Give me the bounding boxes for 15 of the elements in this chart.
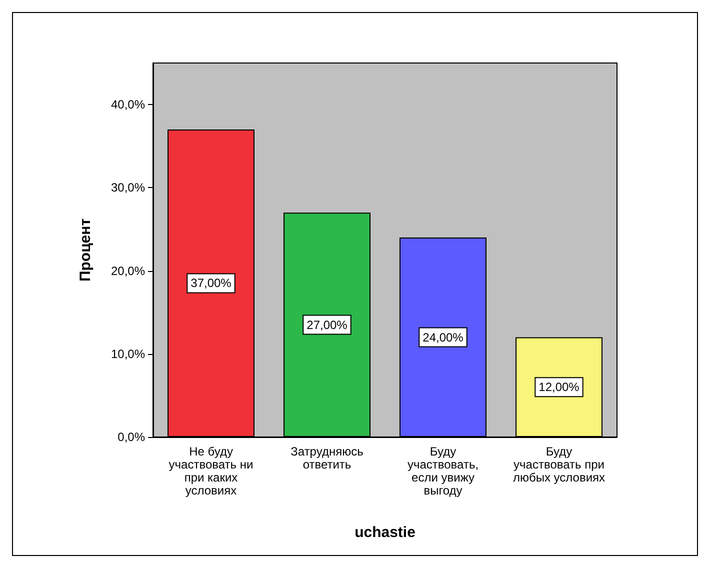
y-tick-label: 10,0% (110, 346, 146, 361)
y-tick-label: 0,0% (118, 430, 146, 444)
x-tick-label: Затрудняюсь ответить (290, 444, 364, 472)
x-tick-label: Буду участвовать, если увижу выгоду (407, 444, 479, 498)
data-label: 12,00% (538, 380, 580, 394)
x-tick-label: Буду участвовать при любых условиях (512, 444, 606, 484)
y-axis-title: Процент (77, 218, 94, 282)
y-tick-label: 20,0% (110, 264, 146, 278)
y-tick-label: 30,0% (110, 180, 146, 195)
data-label: 27,00% (306, 318, 348, 332)
x-tick-label: Не буду участвовать ни при каких условиях (168, 444, 254, 498)
y-tick-label: 40,0% (110, 98, 146, 112)
data-label: 37,00% (190, 276, 232, 290)
x-axis-title: uchastie (354, 524, 416, 541)
data-label: 24,00% (422, 330, 464, 344)
